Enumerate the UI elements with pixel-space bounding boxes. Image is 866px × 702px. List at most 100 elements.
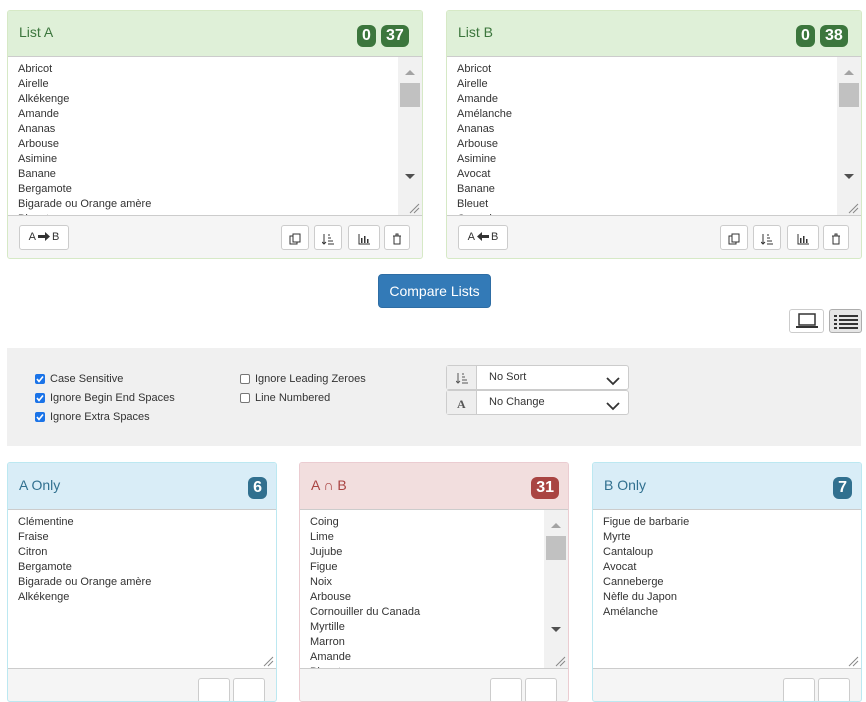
list-item: Banane: [457, 183, 495, 195]
icon: [797, 232, 809, 245]
icon: [544, 510, 568, 668]
result-item: Coing: [310, 516, 339, 528]
result-item: Cornouiller du Canada: [310, 606, 421, 618]
icon-button[interactable]: [818, 678, 850, 701]
list-panel: List A 0 37 Abricot Airelle Alkékenge Amande An…: [7, 10, 423, 259]
result-textarea[interactable]: Coing Lime Jujube Figue Noix Arbouse Cornouill…: [300, 509, 568, 669]
list-item: Bleuet: [18, 212, 49, 215]
icon-button[interactable]: [348, 225, 380, 250]
result-item: Amélanche: [603, 606, 659, 618]
list-item: Asimine: [18, 153, 58, 165]
svg-text:A: A: [457, 397, 466, 409]
list-item: Abricot: [18, 63, 53, 75]
select-group[interactable]: No Sort: [446, 365, 629, 390]
icon-button[interactable]: [783, 678, 815, 701]
icon-button[interactable]: [198, 678, 230, 701]
icon: [837, 57, 861, 215]
icon: [262, 654, 274, 667]
icon-button[interactable]: [720, 225, 748, 250]
list-item: Ananas: [18, 123, 56, 135]
list-item: Airelle: [457, 78, 488, 90]
icon-button[interactable]: [787, 225, 819, 250]
icon-button[interactable]: [753, 225, 781, 250]
list-item: Amande: [18, 108, 59, 120]
select-addon: A: [447, 391, 477, 414]
result-item: Fraise: [18, 531, 49, 543]
checkbox-label: Case Sensitive: [50, 373, 124, 385]
checkbox-option[interactable]: Line Numbered: [240, 391, 330, 405]
list-item: Bleuet: [457, 198, 489, 210]
panel-title: A ∩ B: [311, 477, 347, 493]
list-item: Arbouse: [457, 138, 498, 150]
icon: [606, 398, 620, 416]
count-badge: 0: [357, 25, 376, 47]
checkbox[interactable]: [35, 374, 45, 384]
list-item: Airelle: [18, 78, 49, 90]
result-item: Marron: [310, 636, 345, 648]
button-label: B: [52, 231, 60, 243]
result-item: Lime: [310, 531, 334, 543]
checkbox-option[interactable]: Case Sensitive: [35, 372, 123, 386]
view-toggle[interactable]: [789, 309, 824, 333]
panel-title: List B: [458, 24, 494, 40]
result-item: Amande: [310, 651, 351, 663]
list-item: Bigarade ou Orange amère: [18, 198, 152, 210]
checkbox[interactable]: [240, 374, 250, 384]
icon-button[interactable]: [314, 225, 342, 250]
result-item: Arbouse: [310, 591, 351, 603]
result-panel: B Only 7 Figue de barbarie Myrte Cantaloup Av…: [592, 462, 862, 702]
list-item: Asimine: [457, 153, 497, 165]
result-textarea[interactable]: Clémentine Fraise Citron Bergamote Bigarade …: [8, 509, 276, 669]
icon-button[interactable]: [384, 225, 410, 250]
panel-header: List A 0 37: [8, 11, 422, 57]
icon: [847, 201, 859, 214]
result-textarea[interactable]: Figue de barbarie Myrte Cantaloup Avocat Can…: [593, 509, 861, 669]
list-item: Amélanche: [457, 108, 513, 120]
panel-header: B Only 7: [593, 463, 861, 510]
checkbox[interactable]: [35, 393, 45, 403]
icon: [477, 227, 489, 250]
result-item: Noix: [310, 576, 333, 588]
select-group[interactable]: A No Change: [446, 390, 629, 415]
page: List A 0 37 Abricot Airelle Alkékenge Amande An…: [7, 10, 862, 702]
list-item: Banane: [18, 168, 56, 180]
icon-button[interactable]: [281, 225, 309, 250]
select-value: No Change: [489, 396, 545, 408]
icon: [321, 232, 334, 245]
icon-button[interactable]: [233, 678, 265, 701]
list-item: Bergamote: [18, 183, 72, 195]
button-label: A: [467, 231, 475, 243]
checkbox-option[interactable]: Ignore Extra Spaces: [35, 410, 150, 424]
count-badge: 0: [796, 25, 815, 47]
icon-button[interactable]: [490, 678, 522, 701]
view-toggle[interactable]: [829, 309, 862, 333]
result-item: Bigarade ou Orange amère: [18, 576, 152, 588]
scrollbar: [837, 57, 861, 215]
scrollbar: [544, 510, 568, 668]
icon: [455, 371, 468, 384]
panel-header: A Only 6: [8, 463, 276, 510]
list-textarea[interactable]: Abricot Airelle Alkékenge Amande Ananas Arbou…: [8, 56, 422, 216]
checkbox[interactable]: [35, 412, 45, 422]
icon: [35, 374, 45, 388]
icon: [847, 654, 859, 667]
icon: [606, 373, 620, 391]
panel-header: List B 0 38: [447, 11, 861, 57]
list-textarea[interactable]: Abricot Airelle Amande Amélanche Ananas Arbou…: [447, 56, 861, 216]
result-item: Avocat: [603, 561, 637, 573]
checkbox-option[interactable]: Ignore Begin End Spaces: [35, 391, 175, 405]
icon: A: [456, 396, 468, 411]
icon-button[interactable]: [823, 225, 849, 250]
count-badge: 6: [248, 477, 267, 499]
checkbox-option[interactable]: Ignore Leading Zeroes: [240, 372, 366, 386]
compare-button[interactable]: Compare Lists: [378, 274, 491, 308]
result-item: Bergamote: [18, 561, 72, 573]
icon-button[interactable]: [525, 678, 557, 701]
count-badge: 7: [833, 477, 852, 499]
checkbox[interactable]: [240, 393, 250, 403]
count-badge: 31: [531, 477, 559, 499]
list-item: Amande: [457, 93, 498, 105]
icon: [35, 412, 45, 426]
